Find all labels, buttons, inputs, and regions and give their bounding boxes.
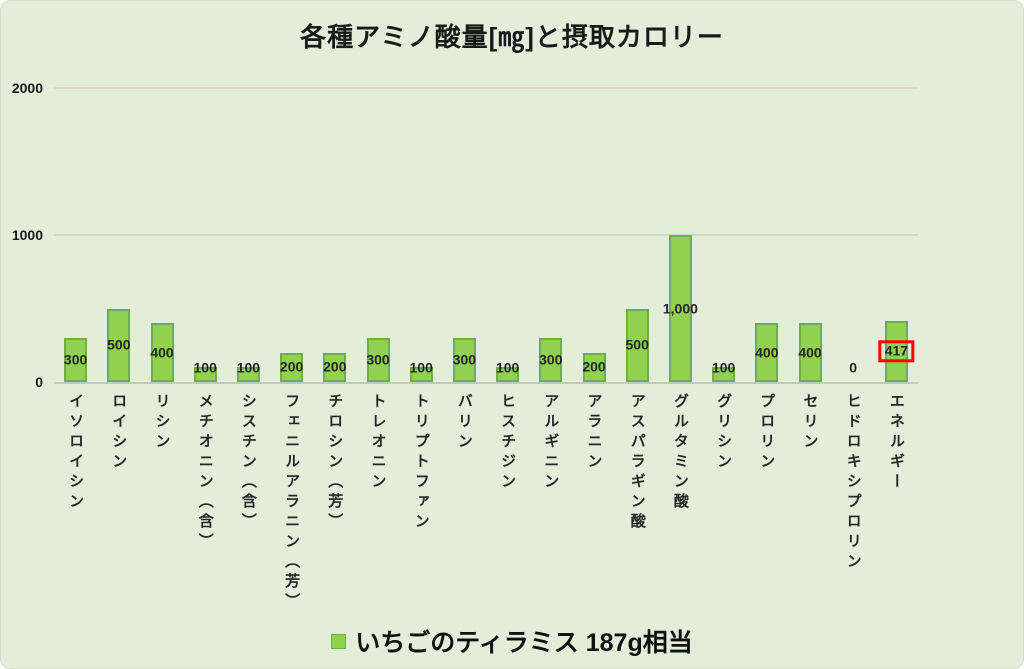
value-label: 500 [107, 336, 131, 353]
value-label: 300 [366, 351, 390, 368]
bar-14 [625, 308, 649, 382]
y-axis-tick-label: 1000 [11, 227, 43, 243]
category-label: バリン [452, 393, 476, 628]
category-label-text: トレオニン [369, 393, 387, 493]
value-label: 200 [323, 358, 347, 375]
category-label-text: グリシン [715, 393, 733, 473]
bar-11 [496, 367, 520, 382]
value-label: 100 [193, 359, 217, 376]
category-label: シスチン（含） [236, 393, 260, 628]
x-axis-line [54, 382, 918, 384]
category-label-text: ロイシン [110, 393, 128, 473]
value-label: 200 [279, 358, 304, 375]
category-label-text: プロリン [758, 393, 776, 473]
category-label: エネルギー [884, 393, 908, 628]
value-label: 400 [150, 343, 174, 360]
category-label: グルタミン酸 [668, 393, 692, 628]
bar-20 [884, 320, 908, 382]
value-label: 400 [755, 343, 779, 360]
legend-swatch-icon [331, 633, 347, 649]
category-label: フェニルアラニン（芳） [280, 393, 304, 628]
value-label: 1,000 [662, 299, 698, 316]
category-label-text: メチオニン（含） [196, 393, 214, 553]
bar-9 [409, 367, 433, 382]
value-label: 300 [63, 351, 88, 368]
bar-4 [193, 367, 217, 382]
category-label-text: リシン [153, 393, 171, 453]
y-axis-tick-label: 2000 [11, 80, 43, 96]
bar-8 [366, 337, 390, 382]
value-label: 200 [582, 358, 606, 375]
value-label: 100 [711, 359, 736, 376]
value-label: 100 [409, 359, 433, 376]
y-axis-tick-label: 0 [35, 374, 43, 390]
category-label: プロリン [755, 393, 779, 628]
chart-title: 各種アミノ酸量[㎎]と摂取カロリー [300, 22, 724, 52]
category-label: チロシン（芳） [323, 393, 347, 628]
category-label-text: アスパラギン酸 [628, 393, 646, 533]
category-label: セリン [798, 393, 822, 628]
bar-7 [323, 352, 347, 382]
category-label-text: セリン [801, 393, 819, 453]
category-label: グリシン [712, 393, 736, 628]
bar-2 [107, 308, 131, 382]
category-label-text: アルギニン [542, 393, 560, 493]
bar-1 [64, 337, 88, 382]
category-label: イソロイシン [64, 393, 88, 628]
category-label: メチオニン（含） [193, 393, 217, 628]
legend: いちごのティラミス 187g相当 [1, 625, 1023, 657]
bar-16 [712, 367, 736, 382]
category-label: トリプトファン [409, 393, 433, 628]
value-label: 500 [625, 336, 649, 353]
bar-6 [280, 352, 304, 382]
bar-15 [668, 235, 692, 382]
bar-3 [150, 323, 174, 382]
category-label: トレオニン [366, 393, 390, 628]
category-label-text: トリプトファン [412, 393, 430, 533]
bar-13 [582, 352, 606, 382]
legend-label: いちごのティラミス 187g相当 [355, 629, 693, 657]
category-label-text: バリン [455, 393, 473, 453]
value-label: 100 [236, 359, 261, 376]
gridline-2000 [54, 87, 918, 89]
category-label: ロイシン [107, 393, 131, 628]
category-label-text: ヒスチジン [499, 393, 517, 493]
category-label: アラニン [582, 393, 606, 628]
value-label: 300 [539, 351, 563, 368]
bar-10 [452, 337, 476, 382]
category-label-text: フェニルアラニン（芳） [283, 393, 301, 613]
category-label-text: チロシン（芳） [326, 393, 344, 533]
category-label-text: グルタミン酸 [671, 393, 689, 513]
bar-5 [236, 367, 260, 382]
category-label-text: アラニン [585, 393, 603, 473]
value-label: 300 [452, 351, 477, 368]
bar-18 [798, 323, 822, 382]
category-label: リシン [150, 393, 174, 628]
category-label: ヒスチジン [496, 393, 520, 628]
value-label: 400 [798, 343, 822, 360]
category-label-text: ヒドロキシプロリン [844, 393, 862, 573]
category-label: アルギニン [539, 393, 563, 628]
category-label-text: シスチン（含） [239, 393, 257, 533]
category-label-text: エネルギー [887, 393, 905, 493]
value-label: 100 [495, 359, 520, 376]
category-label: ヒドロキシプロリン [841, 393, 865, 628]
category-label-text: イソロイシン [67, 393, 85, 513]
highlighted-value-label: 417 [878, 340, 915, 363]
category-label: アスパラギン酸 [625, 393, 649, 628]
bar-17 [755, 323, 779, 382]
gridline-1000 [54, 234, 918, 236]
value-label: 0 [849, 359, 858, 376]
bar-12 [539, 337, 563, 382]
